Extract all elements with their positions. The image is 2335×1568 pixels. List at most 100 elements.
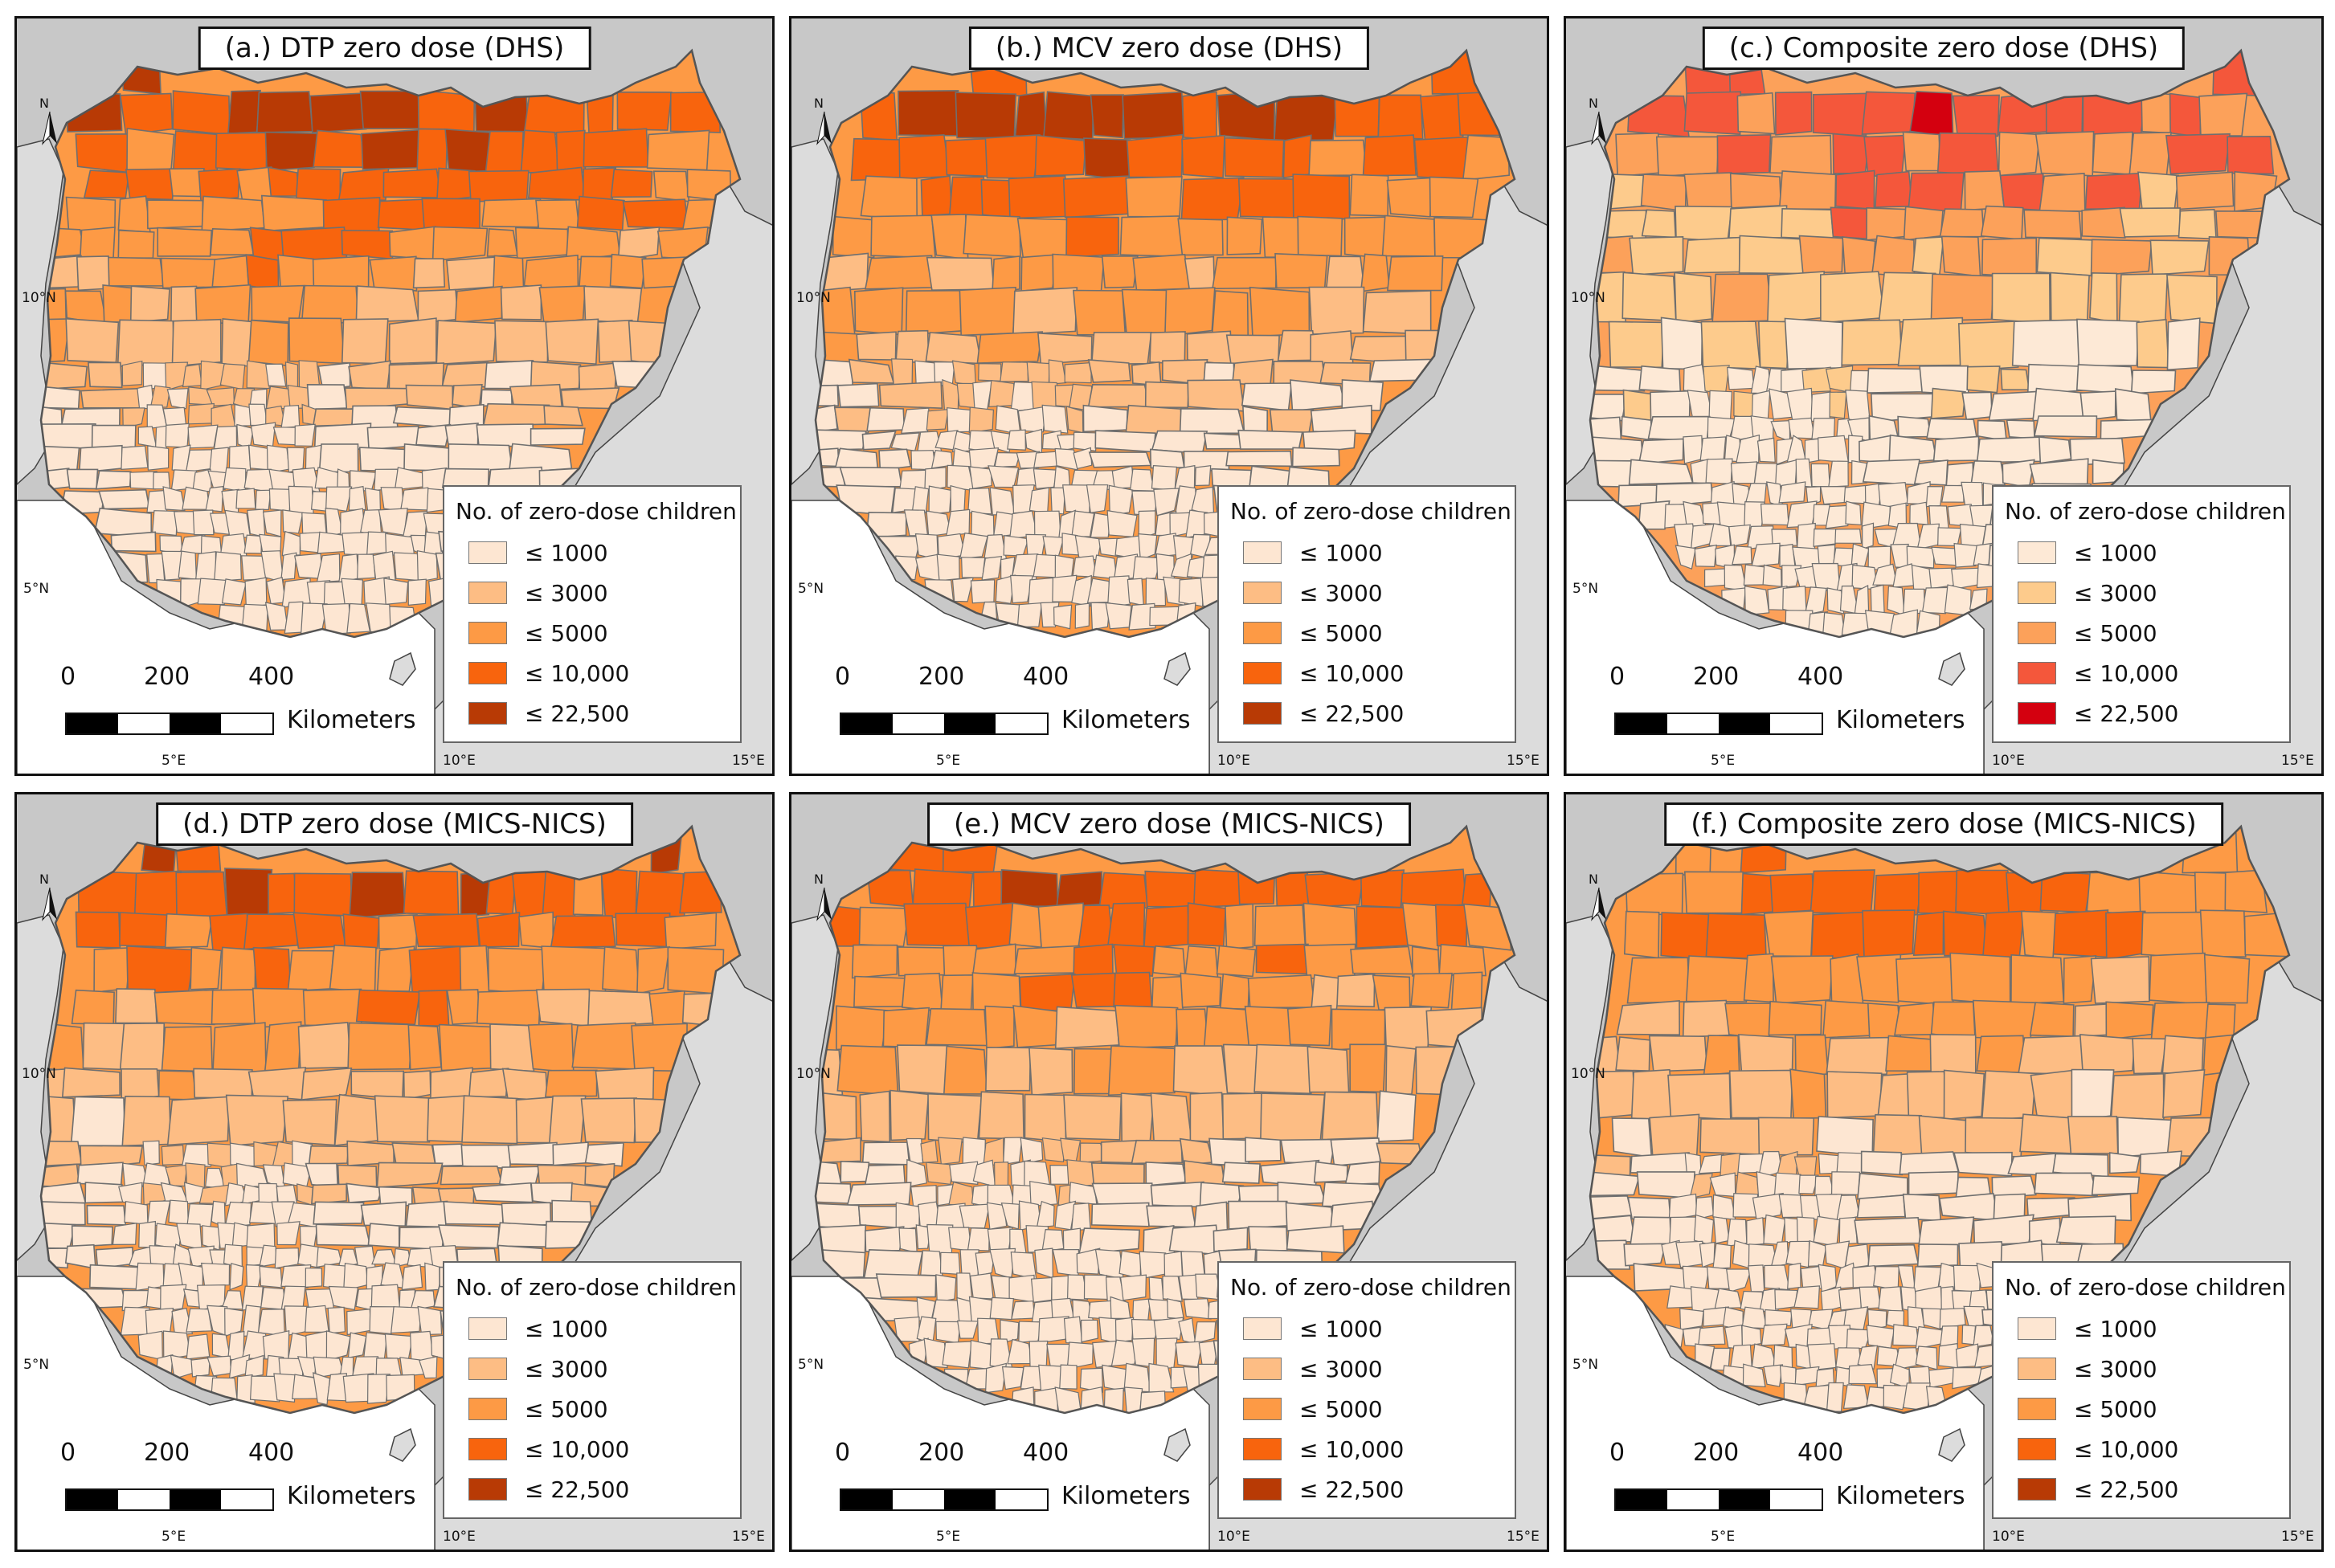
lga-region [459,945,490,994]
legend-label: ≤ 22,500 [1299,700,1405,727]
lga-region [1083,137,1131,182]
lga-region [274,1247,300,1269]
lga-region [1325,255,1366,292]
lga-region [1024,1093,1067,1143]
lga-region [1769,134,1832,175]
lga-region [444,128,491,174]
lga-region [264,131,318,172]
lga-region [468,1068,509,1098]
lga-region [1863,134,1907,178]
lga-region [190,1357,211,1378]
lga-region [902,972,943,1013]
legend: No. of zero-dose children ≤ 1000 ≤ 3000 ≤ … [1217,485,1516,743]
lga-region [175,871,228,918]
lga-region [1129,468,1155,492]
lga-region [416,128,448,174]
legend-swatch [2018,662,2056,684]
lon-label-15e: 15°E [2281,753,2314,769]
lga-region [1729,173,1782,209]
lga-region [294,423,316,447]
lga-region [1826,1036,1891,1076]
legend-title: No. of zero-dose children [456,498,737,525]
legend-item: ≤ 5000 [456,1389,729,1429]
lga-region [1090,1202,1150,1227]
lga-region [2039,173,2086,212]
lga-region [1420,92,1464,141]
lga-region [1724,1002,1773,1040]
lga-region [1825,504,1852,529]
lga-region [221,318,253,367]
lga-region [1144,381,1190,409]
lga-region [1303,943,1356,979]
map-panel-f: (f.) Composite zero dose (MICS-NICS) N 1… [1564,792,2324,1552]
lga-region [1092,554,1118,580]
legend-label: ≤ 1000 [525,1315,608,1342]
lga-region [1086,484,1109,514]
lga-region [943,1045,988,1095]
lga-region [211,989,257,1025]
lga-region [301,1067,353,1101]
lga-region [65,196,117,233]
lga-region [530,427,586,446]
neighbor-country-west [791,138,839,486]
lga-region [1703,1035,1740,1076]
lga-region [833,406,872,434]
lga-region [1053,604,1073,630]
lga-region [1859,1286,1882,1309]
lga-region [1090,602,1110,631]
lga-region [170,469,198,492]
lga-region [1845,389,1871,423]
lga-region [1017,406,1046,433]
legend-label: ≤ 22,500 [525,1476,630,1503]
lga-region [1349,174,1389,217]
legend-item: ≤ 1000 [456,1309,729,1349]
lga-region [2165,133,2231,175]
lga-region [923,1337,948,1369]
lga-region [1866,1325,1895,1349]
legend-item: ≤ 10,000 [2005,1429,2278,1469]
lga-region [514,227,569,259]
lga-region [146,553,166,584]
lga-region [1087,383,1151,408]
lga-region [1070,972,1119,1008]
lga-region [1811,417,1836,440]
lga-region [1878,482,1909,508]
lga-region [280,552,297,581]
map-panel-d: (d.) DTP zero dose (MICS-NICS) N 10°N 5°… [14,792,775,1552]
lga-region [211,403,236,428]
lga-region [1107,1045,1176,1096]
lga-region [1699,1241,1715,1268]
lga-region [840,1160,870,1183]
lga-region [1377,94,1424,140]
lga-region [1683,871,1745,914]
lga-region [1163,1251,1184,1278]
lga-region [486,228,518,257]
lga-region [1310,330,1354,366]
lga-region [898,1227,918,1254]
lga-region [1221,1162,1261,1184]
nigeria-lgas [814,48,1516,639]
lga-region [636,946,671,995]
lga-region [1801,366,1831,394]
lga-region [1180,177,1245,221]
lga-region [898,134,951,180]
lga-region [1845,500,1862,525]
lga-region [2137,171,2180,211]
lga-region [1909,501,1929,525]
lga-region [377,198,429,231]
lga-region [224,1307,244,1337]
lga-region [416,549,438,583]
lga-region [206,386,235,406]
lga-region [1660,316,1703,370]
lga-region [2055,1215,2116,1247]
lga-region [1110,1339,1139,1366]
lga-region [1362,134,1417,177]
legend-item: ≤ 5000 [1230,613,1503,653]
lga-region [1153,488,1180,517]
north-arrow-label: N [39,96,49,111]
lga-region [1991,272,2051,325]
lga-region [864,255,934,290]
island-bioko [389,1427,416,1462]
lga-region [1917,1216,1975,1247]
lga-region [1850,459,1868,485]
